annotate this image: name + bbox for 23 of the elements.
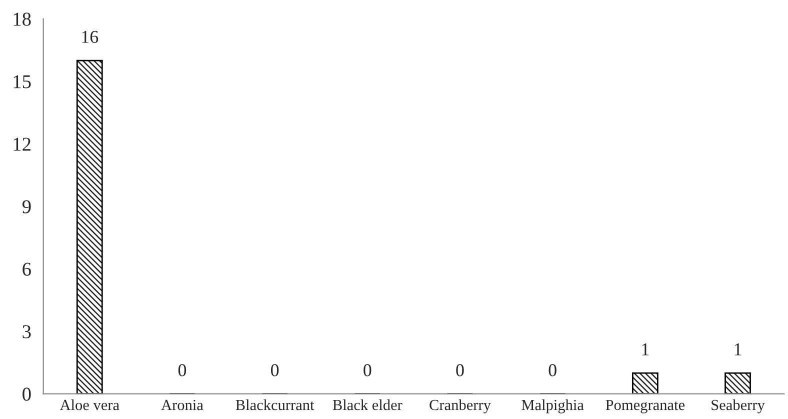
data-label: 0 <box>270 364 279 376</box>
data-label: 0 <box>364 364 372 376</box>
x-tick-label: Seaberry <box>712 399 765 414</box>
x-tick-label: Cranberry <box>430 399 491 414</box>
y-tick-label: 9 <box>22 200 31 214</box>
data-label: 1 <box>734 343 742 356</box>
data-label: 1 <box>642 343 649 356</box>
y-tick-label: 12 <box>14 138 30 151</box>
x-tick-label: Aronia <box>161 400 204 410</box>
y-tick-label: 0 <box>22 388 31 401</box>
y-tick-label: 18 <box>14 12 31 26</box>
y-tick-label: 3 <box>22 325 31 338</box>
x-tick-label: Pomegranate <box>606 400 685 414</box>
data-label: 0 <box>548 364 556 376</box>
y-tick-label: 15 <box>14 75 31 88</box>
data-label: 0 <box>456 364 464 376</box>
x-tick-label: Blackcurrant <box>236 399 314 410</box>
data-label: 16 <box>82 30 98 43</box>
x-tick-label: Black elder <box>332 399 402 410</box>
y-tick-label: 6 <box>22 262 31 276</box>
x-tick-label: Malpighia <box>522 399 584 414</box>
data-label: 0 <box>178 364 186 376</box>
x-tick-label: Aloe vera <box>60 399 120 410</box>
